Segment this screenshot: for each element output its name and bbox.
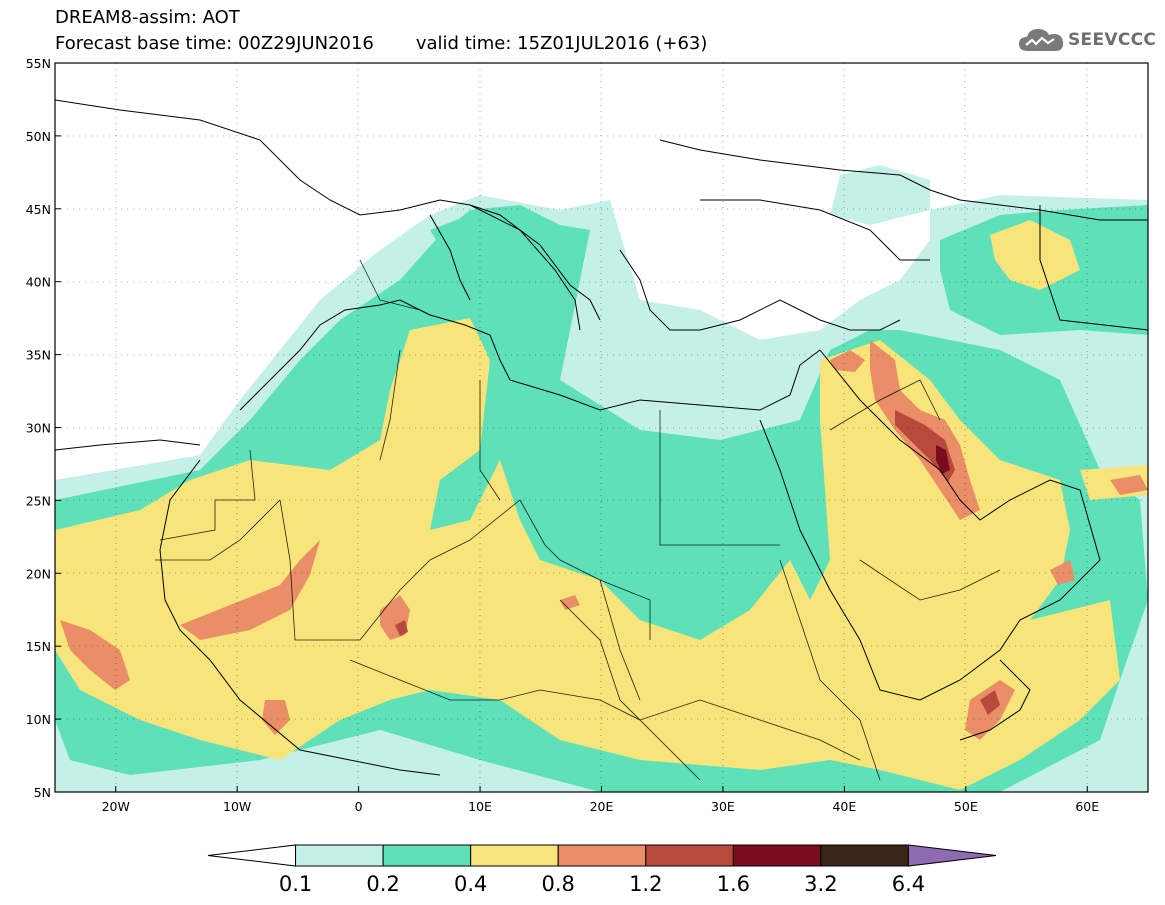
lat-tick-label: 30N [26, 421, 51, 436]
lon-tick-label: 10W [223, 799, 251, 814]
colorbar-segment [645, 844, 734, 867]
grid-lines [55, 63, 1148, 792]
latitude-axis: 55N 50N 45N 40N 35N 30N 25N 20N 15N 10N 5N [26, 56, 61, 800]
lat-tick-label: 40N [26, 275, 51, 290]
lat-tick-label: 25N [26, 493, 51, 508]
lon-tick-label: 10E [468, 799, 492, 814]
cloud-icon [1019, 29, 1064, 51]
longitude-axis: 20W 10W 0 10E 20E 30E 40E 50E 60E [102, 786, 1099, 814]
colorbar-label: 3.2 [804, 872, 838, 896]
forecast-base-time: Forecast base time: 00Z29JUN2016 [55, 33, 374, 54]
coastlines [55, 99, 1148, 776]
colorbar-segment [382, 844, 472, 867]
colorbar-segment [470, 844, 559, 867]
seevccc-logo: SEEVCCC [1018, 26, 1156, 54]
country-borders [155, 259, 1001, 781]
lat-tick-label: 35N [26, 348, 51, 363]
colorbar-label: 1.6 [716, 872, 751, 896]
lon-tick-label: 20E [590, 799, 614, 814]
lat-tick-label: 20N [26, 566, 51, 581]
chart-title: DREAM8-assim: AOT [55, 7, 240, 28]
colorbar-segment [820, 844, 909, 867]
colorbar-segment [207, 844, 297, 867]
valid-time: valid time: 15Z01JUL2016 (+63) [415, 33, 708, 54]
colorbar-segment [557, 844, 647, 867]
colorbar-label: 1.2 [629, 872, 663, 896]
lat-tick-label: 55N [26, 56, 51, 71]
colorbar [207, 844, 997, 867]
colorbar-label: 0.8 [541, 872, 575, 896]
aot-contours [55, 165, 1148, 792]
colorbar-label: 6.4 [891, 872, 926, 896]
lat-tick-label: 10N [26, 712, 51, 727]
colorbar-labels: 0.1 0.2 0.4 0.8 1.2 1.6 3.2 6.4 [0, 872, 1165, 898]
lon-tick-label: 40E [832, 799, 856, 814]
colorbar-segment [907, 844, 997, 867]
colorbar-segment [295, 844, 384, 867]
colorbar-label: 0.2 [366, 872, 400, 896]
lon-tick-label: 0 [355, 799, 363, 814]
colorbar-segment [732, 844, 822, 867]
lon-tick-label: 30E [711, 799, 735, 814]
lon-tick-label: 50E [954, 799, 978, 814]
chart-subtitle: Forecast base time: 00Z29JUN2016 valid ti… [55, 34, 707, 54]
lat-tick-label: 45N [26, 202, 51, 217]
lon-tick-label: 60E [1075, 799, 1099, 814]
lat-tick-label: 15N [26, 639, 51, 654]
lat-tick-label: 50N [26, 129, 51, 144]
logo-text: SEEVCCC [1068, 30, 1157, 50]
colorbar-label: 0.1 [278, 872, 313, 896]
lat-tick-label: 5N [34, 785, 51, 800]
lon-tick-label: 20W [102, 799, 130, 814]
colorbar-label: 0.4 [453, 872, 488, 896]
